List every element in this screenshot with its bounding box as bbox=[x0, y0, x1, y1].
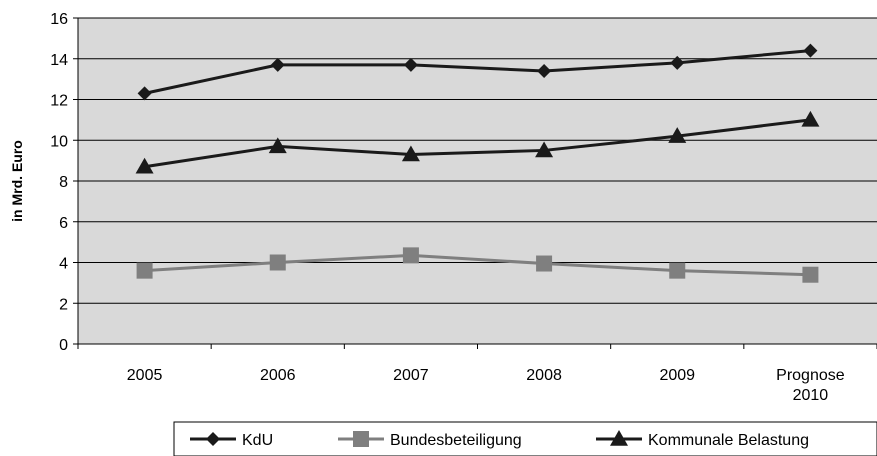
legend-label: Kommunale Belastung bbox=[648, 432, 809, 449]
data-point bbox=[137, 86, 152, 101]
y-tick-label: 2 bbox=[59, 296, 68, 313]
data-point bbox=[668, 127, 687, 143]
data-point bbox=[401, 145, 420, 162]
data-point bbox=[268, 137, 287, 154]
data-point bbox=[135, 157, 154, 174]
gridlines bbox=[78, 17, 877, 304]
series-line bbox=[144, 253, 811, 277]
legend-box bbox=[173, 421, 877, 456]
data-point bbox=[535, 141, 554, 158]
data-point bbox=[270, 57, 285, 72]
y-tick-labels: 0 2 4 6 8 10 12 14 16 bbox=[50, 11, 78, 354]
x-tick-label: 2008 bbox=[526, 367, 562, 384]
data-point bbox=[802, 266, 819, 283]
x-tick-label: 2005 bbox=[127, 367, 163, 384]
x-tick-label: 2009 bbox=[659, 367, 695, 384]
y-tick-label: 10 bbox=[50, 133, 68, 150]
x-tick-labels: 2005 2006 2007 2008 2009 Prognose 2010 bbox=[77, 344, 877, 404]
series-line bbox=[144, 49, 811, 95]
x-tick-label: 2006 bbox=[260, 367, 296, 384]
data-point bbox=[136, 262, 153, 279]
legend-marker bbox=[610, 430, 628, 446]
data-point bbox=[402, 247, 419, 264]
series-kdu bbox=[137, 43, 818, 101]
series-bundesbeteiligung bbox=[136, 247, 819, 283]
y-axis-label: in Mrd. Euro bbox=[9, 140, 25, 222]
x-tick-label: 2007 bbox=[393, 367, 429, 384]
data-point bbox=[801, 110, 820, 127]
series-line bbox=[144, 118, 811, 169]
legend-label: KdU bbox=[242, 432, 273, 449]
y-tick-label: 0 bbox=[59, 337, 68, 354]
data-point bbox=[537, 63, 552, 78]
y-tick-label: 16 bbox=[50, 11, 68, 28]
data-point bbox=[536, 255, 553, 272]
legend-label: Bundesbeteiligung bbox=[390, 432, 522, 449]
legend-marker bbox=[206, 432, 220, 446]
data-point bbox=[670, 55, 685, 70]
data-point bbox=[269, 254, 286, 271]
y-tick-label: 14 bbox=[50, 52, 68, 69]
y-tick-label: 12 bbox=[50, 93, 68, 110]
y-tick-label: 4 bbox=[59, 256, 68, 273]
data-point bbox=[803, 43, 818, 58]
x-tick-label: Prognose 2010 bbox=[776, 367, 845, 404]
y-tick-label: 6 bbox=[59, 215, 68, 232]
data-point bbox=[669, 262, 686, 279]
y-tick-label: 8 bbox=[59, 174, 68, 191]
legend: KdU Bundesbeteiligung Kommunale Belastung bbox=[173, 421, 877, 456]
legend-marker bbox=[353, 431, 369, 447]
series-kommunale-belastung bbox=[135, 110, 820, 174]
data-point bbox=[403, 57, 418, 72]
series-group bbox=[135, 43, 820, 283]
